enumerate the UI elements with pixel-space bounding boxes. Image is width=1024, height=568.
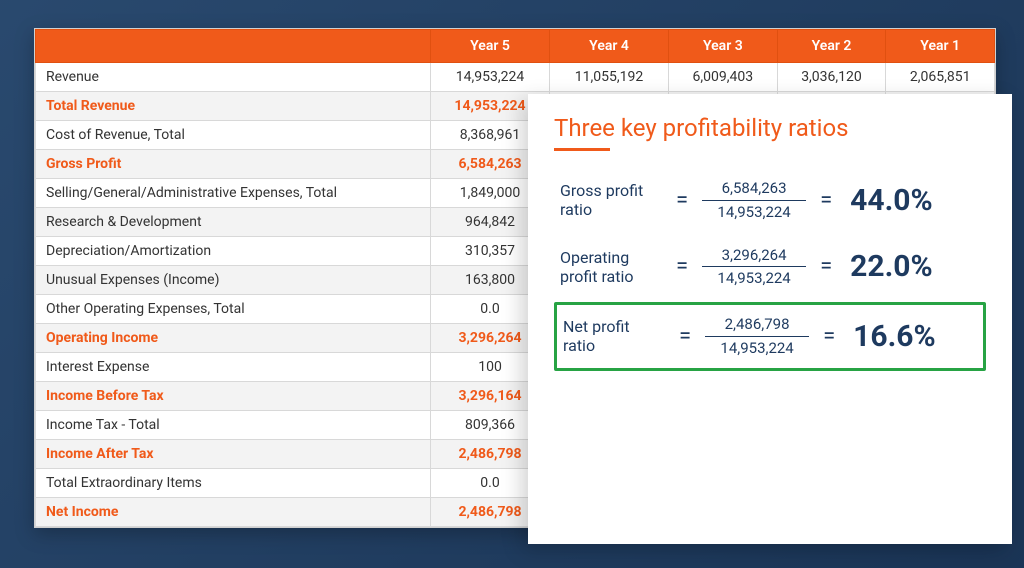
row-label: Income Before Tax bbox=[36, 382, 431, 411]
row-label: Operating Income bbox=[36, 324, 431, 353]
equals-sign: = bbox=[816, 254, 836, 279]
row-label: Income After Tax bbox=[36, 440, 431, 469]
row-label: Total Revenue bbox=[36, 92, 431, 121]
row-label: Unusual Expenses (Income) bbox=[36, 266, 431, 295]
row-value: 6,009,403 bbox=[669, 63, 778, 92]
table-header-row: Year 5 Year 4 Year 3 Year 2 Year 1 bbox=[36, 30, 995, 63]
table-row: Revenue14,953,22411,055,1926,009,4033,03… bbox=[36, 63, 995, 92]
row-label: Selling/General/Administrative Expenses,… bbox=[36, 179, 431, 208]
row-label: Interest Expense bbox=[36, 353, 431, 382]
equals-sign: = bbox=[816, 188, 836, 213]
ratio-row: Net profit ratio = 2,486,79814,953,224 = 16.… bbox=[554, 302, 986, 371]
col-header-year2: Year 2 bbox=[777, 30, 886, 63]
row-value: 11,055,192 bbox=[550, 63, 669, 92]
row-label: Gross Profit bbox=[36, 150, 431, 179]
row-value: 2,065,851 bbox=[886, 63, 995, 92]
ratio-fraction: 2,486,79814,953,224 bbox=[705, 315, 809, 358]
row-label: Net Income bbox=[36, 498, 431, 527]
equals-sign: = bbox=[672, 188, 692, 213]
ratio-name: Net profit ratio bbox=[563, 317, 665, 355]
equals-sign: = bbox=[672, 254, 692, 279]
col-header-year5: Year 5 bbox=[431, 30, 550, 63]
equals-sign: = bbox=[819, 324, 839, 349]
ratio-row: Operating profit ratio = 3,296,26414,953,2… bbox=[554, 236, 986, 299]
ratios-title: Three key profitability ratios bbox=[554, 114, 986, 142]
row-label: Revenue bbox=[36, 63, 431, 92]
ratio-fraction: 3,296,26414,953,224 bbox=[702, 246, 806, 289]
fraction-numerator: 2,486,798 bbox=[725, 315, 790, 336]
row-value: 14,953,224 bbox=[431, 63, 550, 92]
row-label: Total Extraordinary Items bbox=[36, 469, 431, 498]
col-header-year3: Year 3 bbox=[669, 30, 778, 63]
ratio-name: Gross profit ratio bbox=[560, 181, 662, 219]
ratio-row: Gross profit ratio = 6,584,26314,953,224 = 4… bbox=[554, 169, 986, 232]
ratio-result: 16.6% bbox=[853, 319, 936, 354]
row-label: Cost of Revenue, Total bbox=[36, 121, 431, 150]
row-label: Other Operating Expenses, Total bbox=[36, 295, 431, 324]
fraction-denominator: 14,953,224 bbox=[705, 336, 809, 358]
row-label: Depreciation/Amortization bbox=[36, 237, 431, 266]
title-underline bbox=[554, 148, 610, 151]
row-value: 3,036,120 bbox=[777, 63, 886, 92]
fraction-denominator: 14,953,224 bbox=[702, 200, 806, 222]
ratio-result: 44.0% bbox=[850, 183, 933, 218]
fraction-numerator: 6,584,263 bbox=[722, 179, 787, 200]
equals-sign: = bbox=[675, 324, 695, 349]
fraction-numerator: 3,296,264 bbox=[722, 246, 787, 267]
ratio-result: 22.0% bbox=[850, 249, 933, 284]
col-header-blank bbox=[36, 30, 431, 63]
row-label: Research & Development bbox=[36, 208, 431, 237]
row-label: Income Tax - Total bbox=[36, 411, 431, 440]
ratio-fraction: 6,584,26314,953,224 bbox=[702, 179, 806, 222]
col-header-year1: Year 1 bbox=[886, 30, 995, 63]
ratios-card: Three key profitability ratios Gross pro… bbox=[528, 94, 1012, 544]
ratio-name: Operating profit ratio bbox=[560, 248, 662, 286]
fraction-denominator: 14,953,224 bbox=[702, 266, 806, 288]
col-header-year4: Year 4 bbox=[550, 30, 669, 63]
